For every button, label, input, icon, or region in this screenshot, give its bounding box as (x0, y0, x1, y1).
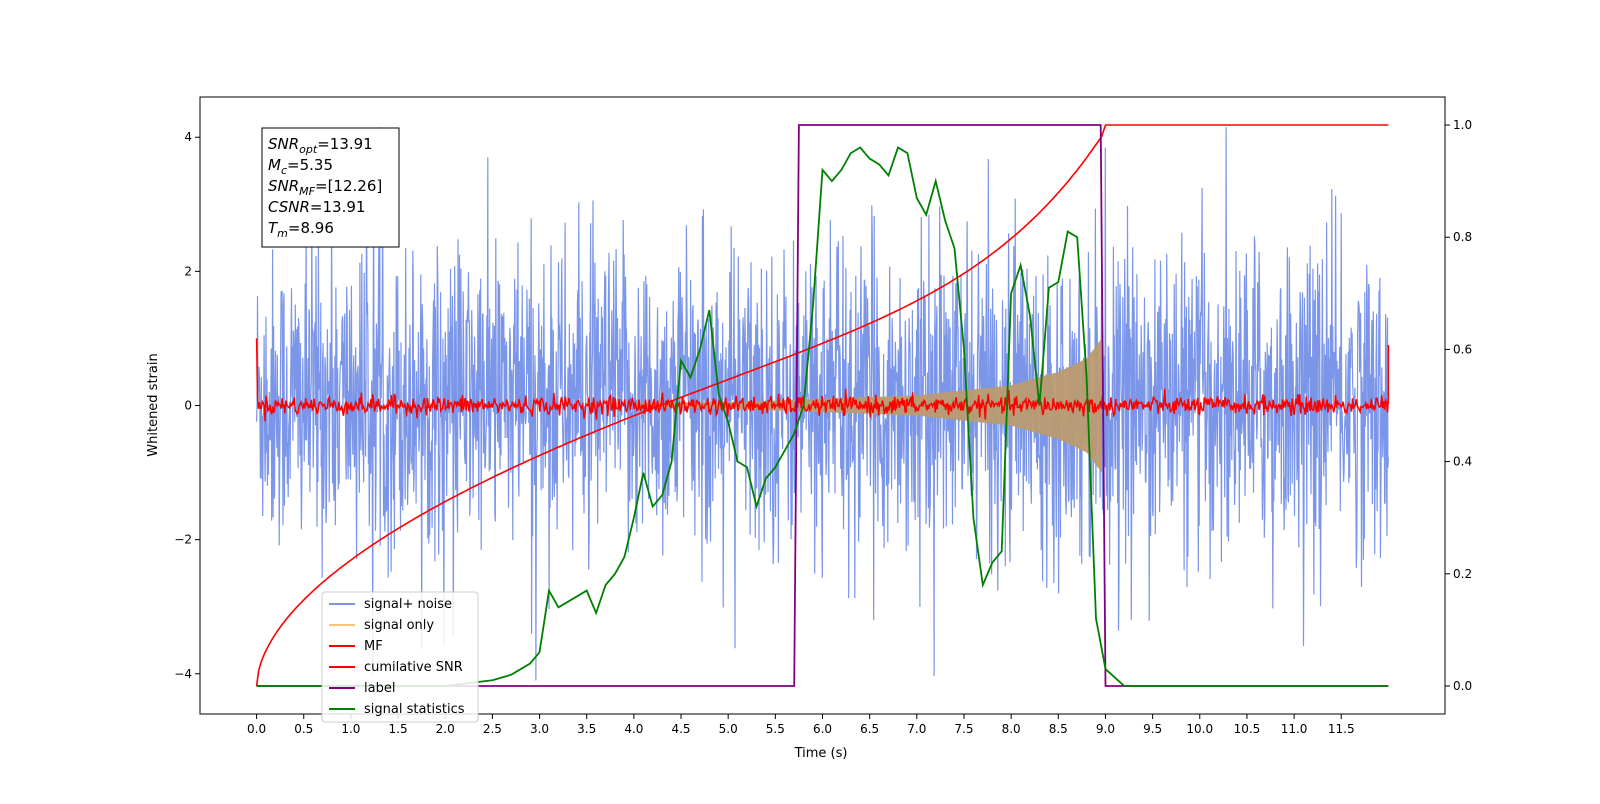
y-tick-label: 2 (184, 264, 192, 278)
legend-label: cumilative SNR (364, 660, 463, 675)
legend: signal+ noise signal only MF cumilative SNR… (321, 591, 479, 723)
x-tick-label: 5.0 (719, 722, 738, 736)
x-tick-label: 10.0 (1186, 722, 1213, 736)
x-tick-label: 3.5 (577, 722, 596, 736)
x-tick-label: 0.0 (247, 722, 266, 736)
x-tick-label: 3.0 (530, 722, 549, 736)
axes-layer: 0.0 0.5 1.0 1.5 2.0 2.5 3.0 3.5 4.0 4.5 5.0 5.5 6.0 6… (174, 96, 1472, 736)
y2-tick-label: 1.0 (1453, 118, 1472, 132)
annotation-line: SNRopt=13.91 (268, 135, 373, 156)
y-tick-label: 0 (184, 399, 192, 413)
x-tick-label: 9.5 (1143, 722, 1162, 736)
series-cumulative-snr (255, 124, 1389, 687)
annotation-line: SNRMF=[12.26] (268, 177, 382, 198)
x-tick-label: 11.0 (1281, 722, 1308, 736)
x-tick-label: 6.0 (813, 722, 832, 736)
annotation-line: CSNR=13.91 (268, 198, 365, 216)
legend-label: signal only (364, 618, 434, 633)
annotation-frame (261, 127, 400, 248)
legend-frame (321, 591, 479, 723)
x-tick-label: 1.0 (341, 722, 360, 736)
x-tick-label: 10.5 (1234, 722, 1261, 736)
y2-tick-label: 0.2 (1453, 567, 1472, 581)
x-tick-label: 7.5 (954, 722, 973, 736)
series-signal-statistics (256, 146, 1389, 687)
plot-layer (255, 124, 1390, 687)
y-tick-label: 4 (184, 130, 192, 144)
y2-tick-label: 0.0 (1453, 679, 1472, 693)
annotation-box: SNRopt=13.91Mc=5.35SNRMF=[12.26]CSNR=13.… (261, 127, 400, 248)
y2-tick-label: 0.6 (1453, 342, 1472, 356)
x-tick-label: 4.5 (671, 722, 690, 736)
x-axis-label: Time (s) (794, 746, 848, 761)
x-tick-label: 8.5 (1049, 722, 1068, 736)
x-tick-label: 9.0 (1096, 722, 1115, 736)
legend-label: signal+ noise (364, 597, 452, 612)
x-tick-label: 5.5 (766, 722, 785, 736)
legend-label: signal statistics (364, 702, 465, 717)
x-tick-label: 4.0 (624, 722, 643, 736)
y-tick-label: −2 (174, 533, 192, 547)
y2-tick-label: 0.4 (1453, 455, 1472, 469)
x-tick-label: 2.5 (483, 722, 502, 736)
x-tick-label: 11.5 (1328, 722, 1355, 736)
x-tick-label: 6.5 (860, 722, 879, 736)
annotation-line: Tm=8.96 (268, 219, 334, 240)
y-axis-label: Whitened strain (146, 353, 161, 456)
series-signal-noise (256, 127, 1389, 681)
x-tick-label: 7.0 (907, 722, 926, 736)
series-mf (255, 338, 1390, 422)
x-tick-label: 0.5 (294, 722, 313, 736)
x-tick-label: 2.0 (436, 722, 455, 736)
legend-label: label (364, 681, 395, 696)
y-tick-label: −4 (174, 667, 192, 681)
y2-tick-label: 0.8 (1453, 230, 1472, 244)
annotation-line: Mc=5.35 (268, 156, 333, 177)
legend-label: MF (364, 639, 383, 654)
x-tick-label: 1.5 (389, 722, 408, 736)
x-tick-label: 8.0 (1002, 722, 1021, 736)
